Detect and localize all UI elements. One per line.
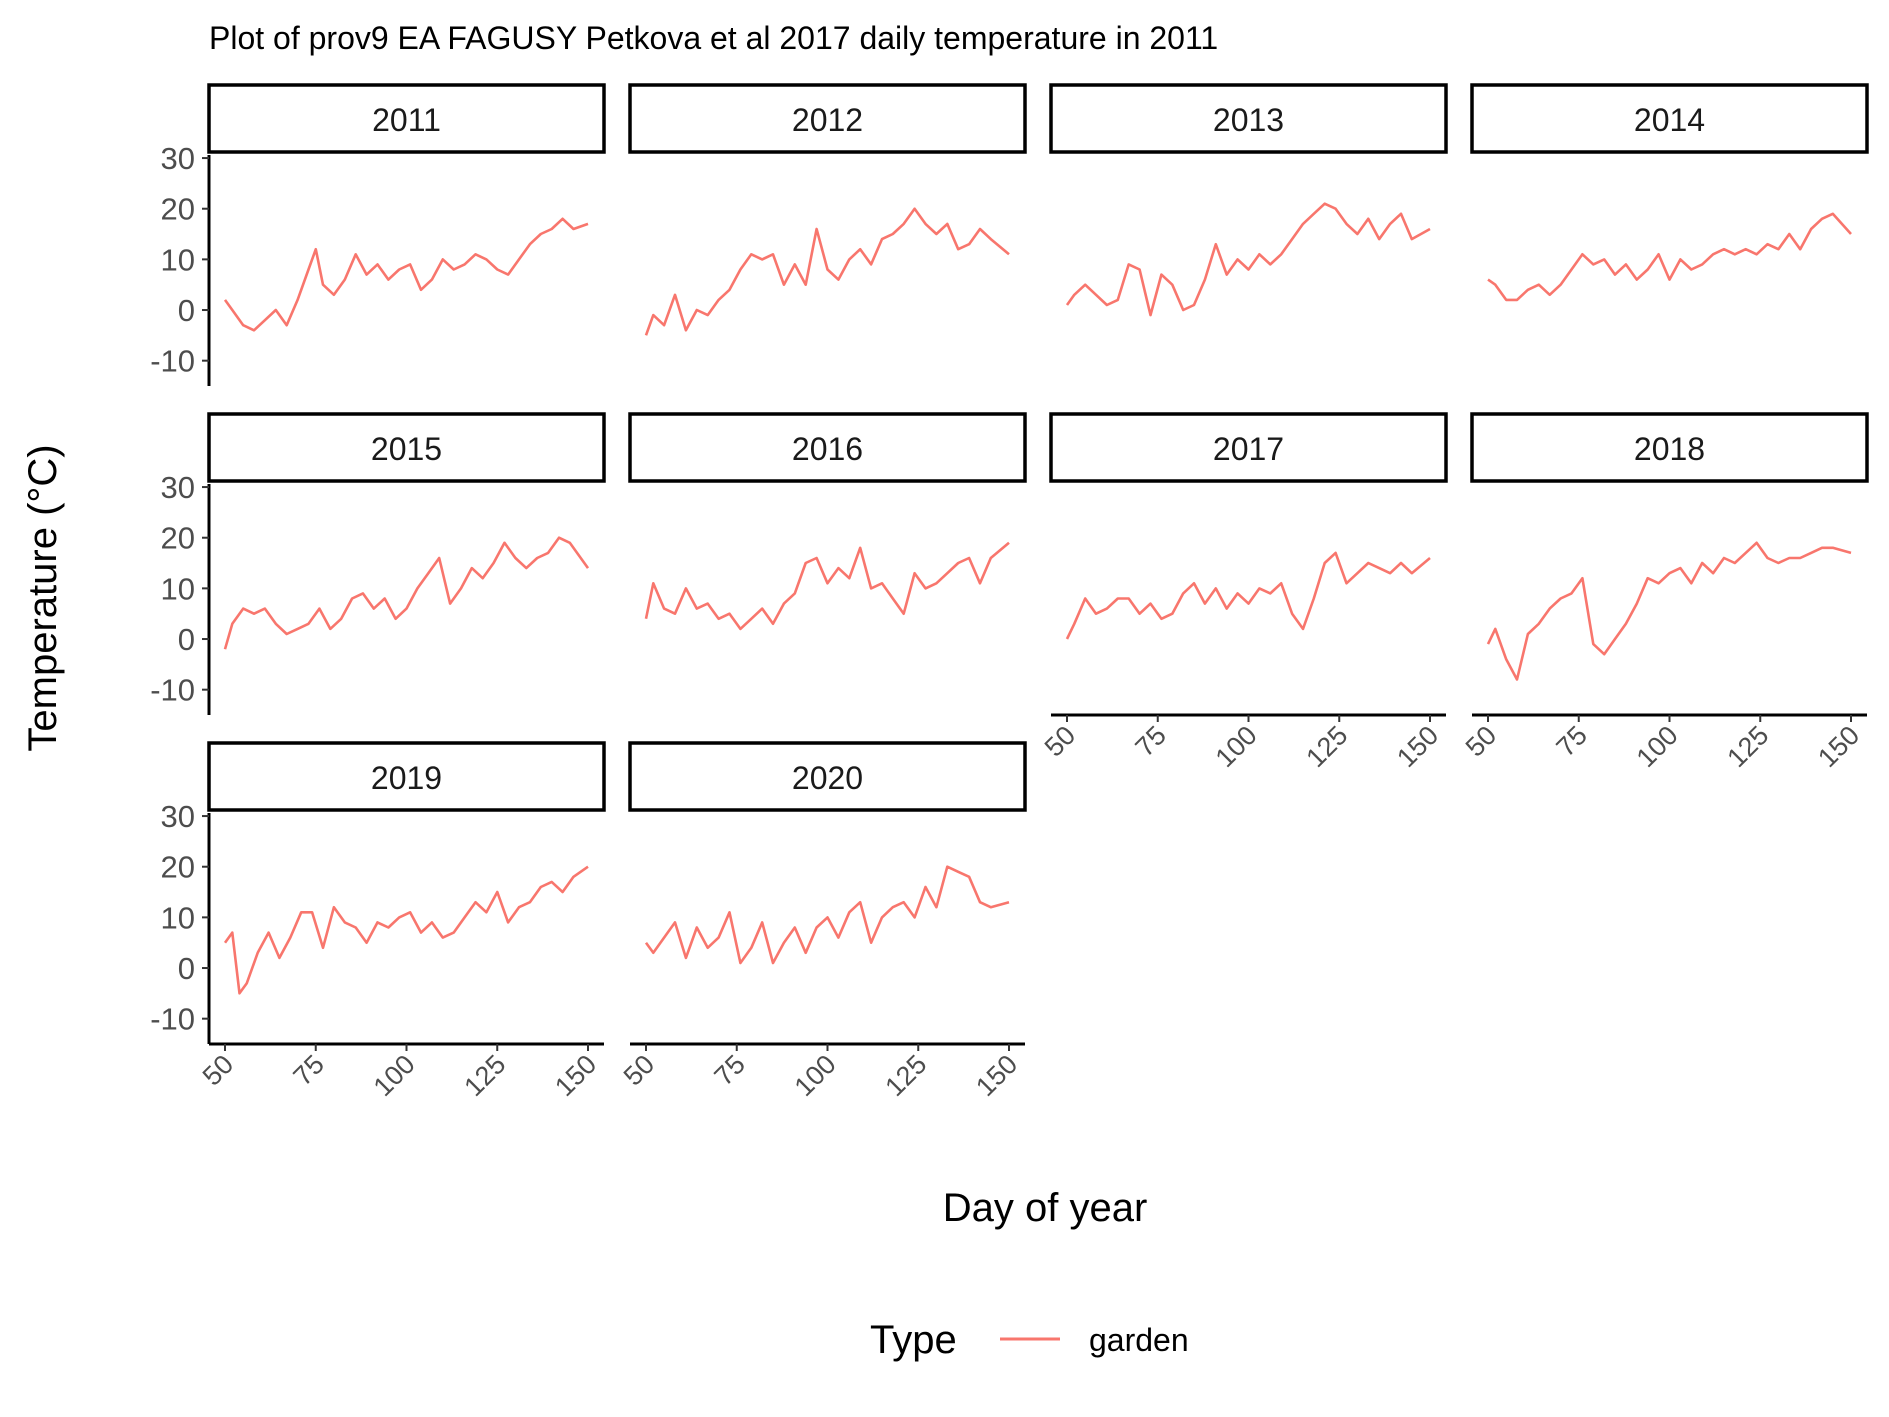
x-tick-label: 100 — [368, 1049, 421, 1102]
y-tick-label: -10 — [150, 673, 195, 708]
legend-title: Type — [870, 1318, 957, 1362]
y-axis-label: Temperature (°C) — [21, 444, 65, 751]
x-tick-label: 50 — [1039, 720, 1081, 762]
series-line-garden — [223, 217, 589, 332]
x-tick-label: 75 — [288, 1049, 330, 1091]
strip-label: 2019 — [371, 760, 442, 796]
series-line-garden — [644, 207, 1010, 336]
y-tick-label: 30 — [161, 141, 195, 176]
panel-2016: 2016 — [628, 412, 1027, 631]
strip-box — [1470, 83, 1869, 154]
y-tick-label: 30 — [161, 799, 195, 834]
strip-label: 2013 — [1213, 102, 1284, 138]
x-tick-label: 150 — [970, 1049, 1023, 1102]
y-tick-label: 0 — [178, 951, 195, 986]
strip-box — [207, 741, 606, 812]
legend: Type garden — [870, 1318, 1189, 1362]
strip-box — [628, 83, 1027, 154]
panel-2017: 2017 50 75 100 125 150 — [1039, 412, 1448, 773]
panel-2020: 2020 50 75 100 125 150 — [618, 741, 1027, 1102]
x-tick-label: 125 — [458, 1049, 511, 1102]
x-tick-label: 150 — [549, 1049, 602, 1102]
x-tick-label: 100 — [789, 1049, 842, 1102]
panel-2014: 2014 — [1470, 83, 1869, 302]
series-line-garden — [1487, 212, 1852, 302]
y-tick-label: 0 — [178, 622, 195, 657]
x-tick-label: 150 — [1812, 720, 1865, 773]
y-tick-label: 10 — [161, 571, 195, 606]
y-tick-label: 0 — [178, 293, 195, 328]
x-tick-label: 125 — [1300, 720, 1353, 773]
x-tick-label: 150 — [1391, 720, 1444, 773]
panel-2013: 2013 — [1049, 83, 1448, 317]
y-tick-label: 30 — [161, 470, 195, 505]
strip-label: 2012 — [792, 102, 863, 138]
y-tick-label: 10 — [161, 242, 195, 277]
x-axis-label: Day of year — [943, 1186, 1148, 1230]
series-line-garden — [223, 536, 590, 650]
strip-box — [628, 412, 1027, 483]
series-line-garden — [644, 541, 1010, 631]
x-tick-label: 75 — [1130, 720, 1172, 762]
strip-box — [207, 412, 606, 483]
strip-box — [1049, 412, 1448, 483]
strip-label: 2015 — [371, 431, 442, 467]
x-tick-label: 50 — [197, 1049, 239, 1091]
series-line-garden — [1486, 541, 1852, 681]
y-tick-label: 10 — [161, 900, 195, 935]
series-line-garden — [1065, 551, 1431, 640]
y-tick-label: 20 — [161, 192, 195, 227]
panel-2015: 2015 30 20 10 0 -10 — [150, 412, 606, 715]
strip-label: 2018 — [1634, 431, 1705, 467]
chart-title: Plot of prov9 EA FAGUSY Petkova et al 20… — [209, 20, 1218, 56]
x-tick-label: 50 — [1460, 720, 1502, 762]
strip-label: 2016 — [792, 431, 863, 467]
panel-2012: 2012 — [628, 83, 1027, 336]
strip-label: 2014 — [1634, 102, 1705, 138]
strip-label: 2020 — [792, 760, 863, 796]
strip-box — [1049, 83, 1448, 154]
legend-entry-garden: garden — [1089, 1322, 1189, 1358]
strip-box — [1470, 412, 1869, 483]
x-tick-label: 75 — [709, 1049, 751, 1091]
strip-label: 2017 — [1213, 431, 1284, 467]
x-tick-label: 100 — [1631, 720, 1684, 773]
y-tick-label: -10 — [150, 1002, 195, 1037]
y-tick-label: -10 — [150, 344, 195, 379]
y-tick-label: 20 — [161, 521, 195, 556]
panel-2011: 2011 30 20 10 0 -10 — [150, 83, 606, 386]
series-line-garden — [644, 865, 1010, 965]
panel-2018: 2018 50 75 100 125 150 — [1460, 412, 1869, 773]
y-tick-label: 20 — [161, 850, 195, 885]
strip-label: 2011 — [372, 102, 441, 138]
x-tick-label: 125 — [1721, 720, 1774, 773]
x-tick-label: 50 — [618, 1049, 660, 1091]
series-line-garden — [223, 865, 589, 995]
strip-box — [628, 741, 1027, 812]
x-tick-label: 125 — [879, 1049, 932, 1102]
series-line-garden — [1065, 202, 1431, 317]
strip-box — [207, 83, 606, 154]
x-tick-label: 75 — [1551, 720, 1593, 762]
x-tick-label: 100 — [1210, 720, 1263, 773]
